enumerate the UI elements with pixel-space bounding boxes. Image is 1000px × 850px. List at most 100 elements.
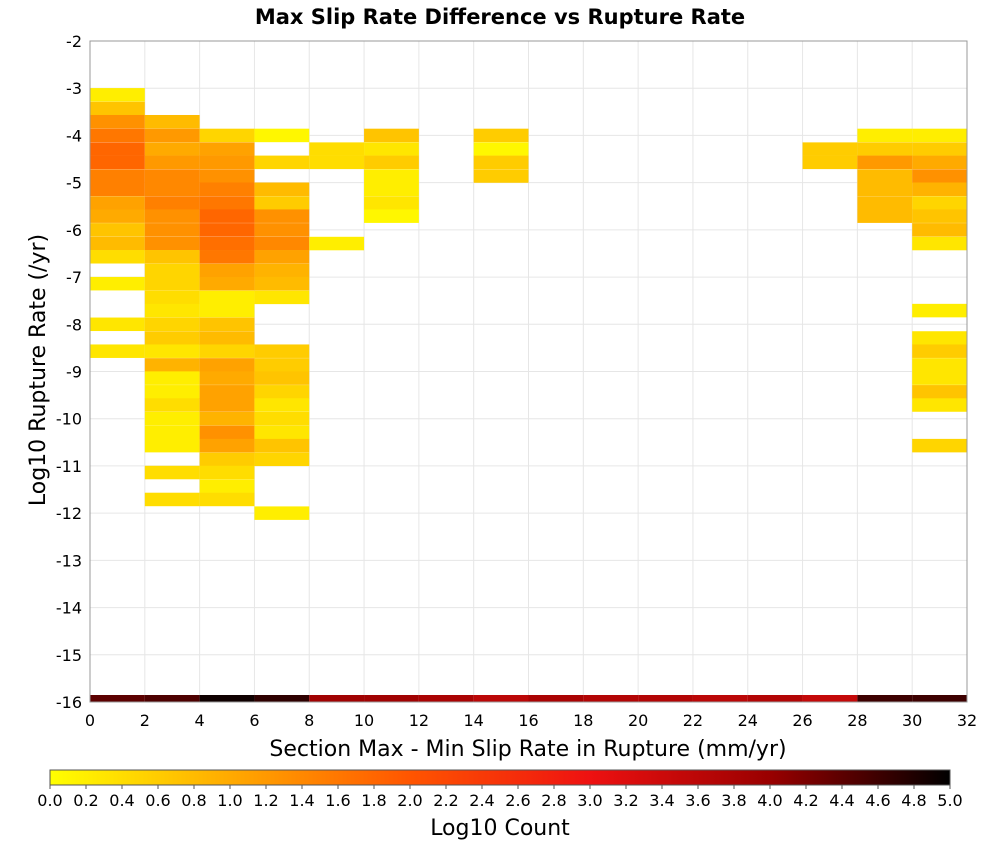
colorbar-tick-label: 4.4 — [829, 791, 854, 810]
heatmap-cell — [144, 290, 200, 305]
heatmap-cell-bottom-row — [309, 695, 365, 702]
chart-title: Max Slip Rate Difference vs Rupture Rate — [255, 5, 745, 29]
heatmap-cell — [199, 250, 255, 264]
heatmap-cell — [473, 128, 529, 143]
heatmap-cell — [912, 155, 967, 170]
y-tick-label: -10 — [56, 410, 82, 429]
heatmap-cell — [364, 196, 419, 210]
y-tick-label: -5 — [66, 174, 82, 193]
heatmap-cell — [144, 344, 200, 358]
x-tick-label: 18 — [573, 711, 593, 730]
heatmap-cell — [199, 438, 255, 453]
colorbar-tick-label: 4.8 — [901, 791, 926, 810]
heatmap-cell — [199, 196, 255, 210]
heatmap-cell — [199, 358, 255, 372]
heatmap-cell — [473, 142, 529, 156]
colorbar-tick-label: 2.2 — [433, 791, 458, 810]
colorbar — [49, 769, 951, 786]
x-tick-label: 28 — [847, 711, 867, 730]
heatmap-cell — [90, 250, 145, 264]
x-axis-label: Section Max - Min Slip Rate in Rupture (… — [269, 737, 786, 762]
x-tick-label: 0 — [85, 711, 95, 730]
heatmap-cell-bottom-row — [418, 695, 474, 702]
colorbar-tick-label: 1.2 — [253, 791, 278, 810]
y-tick-label: -12 — [56, 504, 82, 523]
colorbar-tick-label: 0.4 — [109, 791, 134, 810]
heatmap-cell-bottom-row — [857, 695, 913, 702]
heatmap-cell — [144, 385, 200, 399]
heatmap-cell — [912, 182, 967, 196]
heatmap-cell — [90, 169, 145, 183]
heatmap-cell — [912, 223, 967, 237]
heatmap-cell — [90, 209, 145, 223]
heatmap-cell — [90, 88, 145, 102]
colorbar-tick-label: 0.0 — [37, 791, 62, 810]
y-tick-label: -4 — [66, 126, 82, 145]
heatmap-cell — [912, 196, 967, 210]
colorbar-tick-label: 0.8 — [181, 791, 206, 810]
heatmap-cell — [254, 344, 310, 358]
heatmap-cell — [144, 182, 200, 196]
heatmap-cell-bottom-row — [802, 695, 858, 702]
y-tick-label: -8 — [66, 315, 82, 334]
heatmap-cell — [309, 155, 365, 170]
heatmap-cell — [254, 438, 310, 453]
colorbar-tick-label: 3.0 — [577, 791, 602, 810]
heatmap-cell — [199, 223, 255, 237]
colorbar-tick-label: 5.0 — [937, 791, 962, 810]
x-tick-label: 2 — [140, 711, 150, 730]
y-tick-label: -14 — [56, 599, 82, 618]
heatmap-cell — [199, 236, 255, 251]
heatmap-cell — [857, 196, 913, 210]
colorbar-tick-label: 3.6 — [685, 791, 710, 810]
heatmap-cell — [912, 303, 967, 318]
y-tick-label: -6 — [66, 221, 82, 240]
y-tick-label: -16 — [56, 693, 82, 712]
heatmap-cell — [144, 142, 200, 156]
heatmap-cell — [144, 223, 200, 237]
heatmap-cell-bottom-row — [473, 695, 529, 702]
heatmap-cell — [144, 398, 200, 412]
x-tick-label: 16 — [518, 711, 538, 730]
heatmap-cell — [254, 425, 310, 440]
colorbar-tick-label: 1.0 — [217, 791, 242, 810]
heatmap-cells — [90, 88, 967, 702]
colorbar-tick-label: 2.6 — [505, 791, 530, 810]
y-axis-label: Log10 Rupture Rate (/yr) — [26, 234, 51, 506]
heatmap-cell — [144, 155, 200, 170]
heatmap-cell — [144, 317, 200, 332]
heatmap-cell — [199, 128, 255, 143]
heatmap-cell — [144, 276, 200, 291]
heatmap-cell — [199, 155, 255, 170]
heatmap-cell — [144, 303, 200, 318]
heatmap-cell — [144, 196, 200, 210]
heatmap-cell — [90, 182, 145, 196]
y-tick-label: -2 — [66, 32, 82, 51]
y-tick-label: -13 — [56, 551, 82, 570]
x-tick-label: 8 — [304, 711, 314, 730]
heatmap-cell — [254, 385, 310, 399]
heatmap-cell — [90, 128, 145, 143]
heatmap-cell — [254, 263, 310, 278]
heatmap-cell — [199, 263, 255, 278]
heatmap-cell — [912, 385, 967, 399]
x-axis-ticks: 0 2 4 6 8 10 12 14 16 18 20 22 24 26 28 30 32 — [85, 711, 977, 730]
colorbar-tick-label: 0.6 — [145, 791, 170, 810]
heatmap-cell-bottom-row — [583, 695, 639, 702]
x-tick-label: 14 — [464, 711, 484, 730]
heatmap-cell — [144, 411, 200, 426]
heatmap-cell — [90, 276, 145, 291]
heatmap-cell — [912, 142, 967, 156]
colorbar-tick-label: 1.8 — [361, 791, 386, 810]
heatmap-cell — [199, 465, 255, 480]
x-tick-label: 32 — [957, 711, 977, 730]
heatmap-cell — [912, 169, 967, 183]
heatmap-cell — [90, 142, 145, 156]
heatmap-cell — [309, 236, 365, 251]
heatmap-cell-bottom-row — [364, 695, 419, 702]
x-tick-label: 24 — [738, 711, 758, 730]
heatmap-cell — [144, 236, 200, 251]
heatmap-cell — [144, 465, 200, 480]
colorbar-tick-label: 3.2 — [613, 791, 638, 810]
